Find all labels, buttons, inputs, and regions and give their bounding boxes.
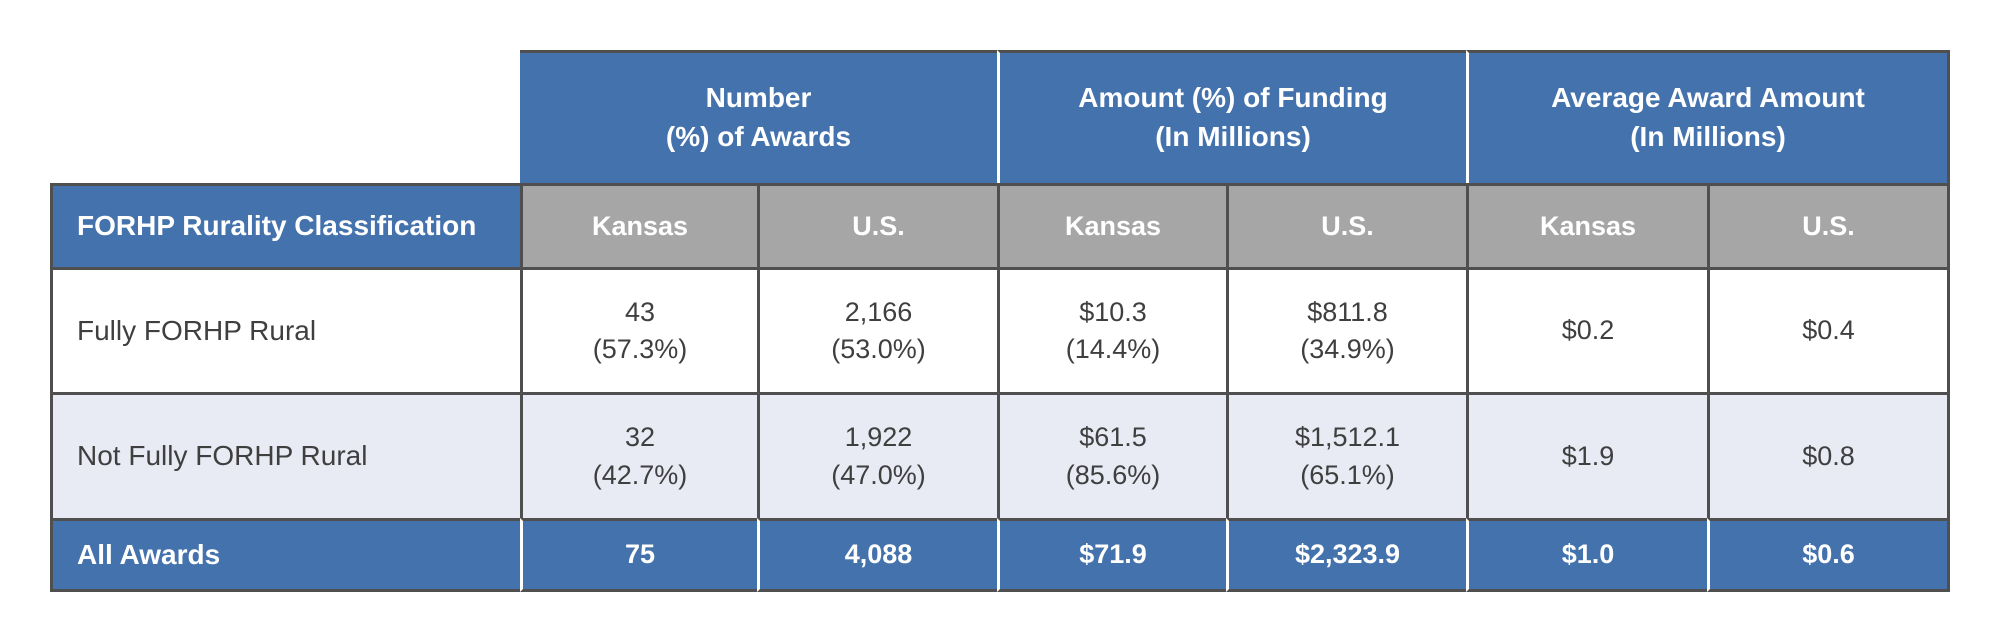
empty-corner-cell: [50, 50, 520, 183]
subheader-funding-kansas: Kansas: [997, 183, 1226, 267]
subheader-average-us: U.S.: [1707, 183, 1950, 267]
subheader-awards-us: U.S.: [757, 183, 997, 267]
cell-total-funding-us: $2,323.9: [1226, 518, 1466, 592]
cell-notfully-funding-kansas: $61.5 (85.6%): [997, 392, 1226, 518]
cell-fully-awards-kansas: 43 (57.3%): [520, 267, 757, 392]
subheader-funding-us: U.S.: [1226, 183, 1466, 267]
cell-total-average-kansas: $1.0: [1466, 518, 1707, 592]
subheader-average-kansas: Kansas: [1466, 183, 1707, 267]
cell-fully-awards-us: 2,166 (53.0%): [757, 267, 997, 392]
group-header-number-of-awards: Number (%) of Awards: [520, 50, 997, 183]
group-header-average-award-amount: Average Award Amount (In Millions): [1466, 50, 1950, 183]
group-header-amount-of-funding: Amount (%) of Funding (In Millions): [997, 50, 1466, 183]
cell-total-awards-us: 4,088: [757, 518, 997, 592]
cell-notfully-awards-us: 1,922 (47.0%): [757, 392, 997, 518]
forhp-rurality-table: Number (%) of Awards Amount (%) of Fundi…: [50, 50, 1950, 592]
cell-notfully-average-kansas: $1.9: [1466, 392, 1707, 518]
row-label-all-awards: All Awards: [50, 518, 520, 592]
row-header-title: FORHP Rurality Classification: [50, 183, 520, 267]
cell-total-funding-kansas: $71.9: [997, 518, 1226, 592]
cell-fully-average-kansas: $0.2: [1466, 267, 1707, 392]
cell-notfully-funding-us: $1,512.1 (65.1%): [1226, 392, 1466, 518]
cell-notfully-awards-kansas: 32 (42.7%): [520, 392, 757, 518]
subheader-awards-kansas: Kansas: [520, 183, 757, 267]
cell-fully-funding-us: $811.8 (34.9%): [1226, 267, 1466, 392]
cell-total-average-us: $0.6: [1707, 518, 1950, 592]
cell-notfully-average-us: $0.8: [1707, 392, 1950, 518]
cell-fully-funding-kansas: $10.3 (14.4%): [997, 267, 1226, 392]
row-label-not-fully-forhp-rural: Not Fully FORHP Rural: [50, 392, 520, 518]
row-label-fully-forhp-rural: Fully FORHP Rural: [50, 267, 520, 392]
cell-total-awards-kansas: 75: [520, 518, 757, 592]
cell-fully-average-us: $0.4: [1707, 267, 1950, 392]
